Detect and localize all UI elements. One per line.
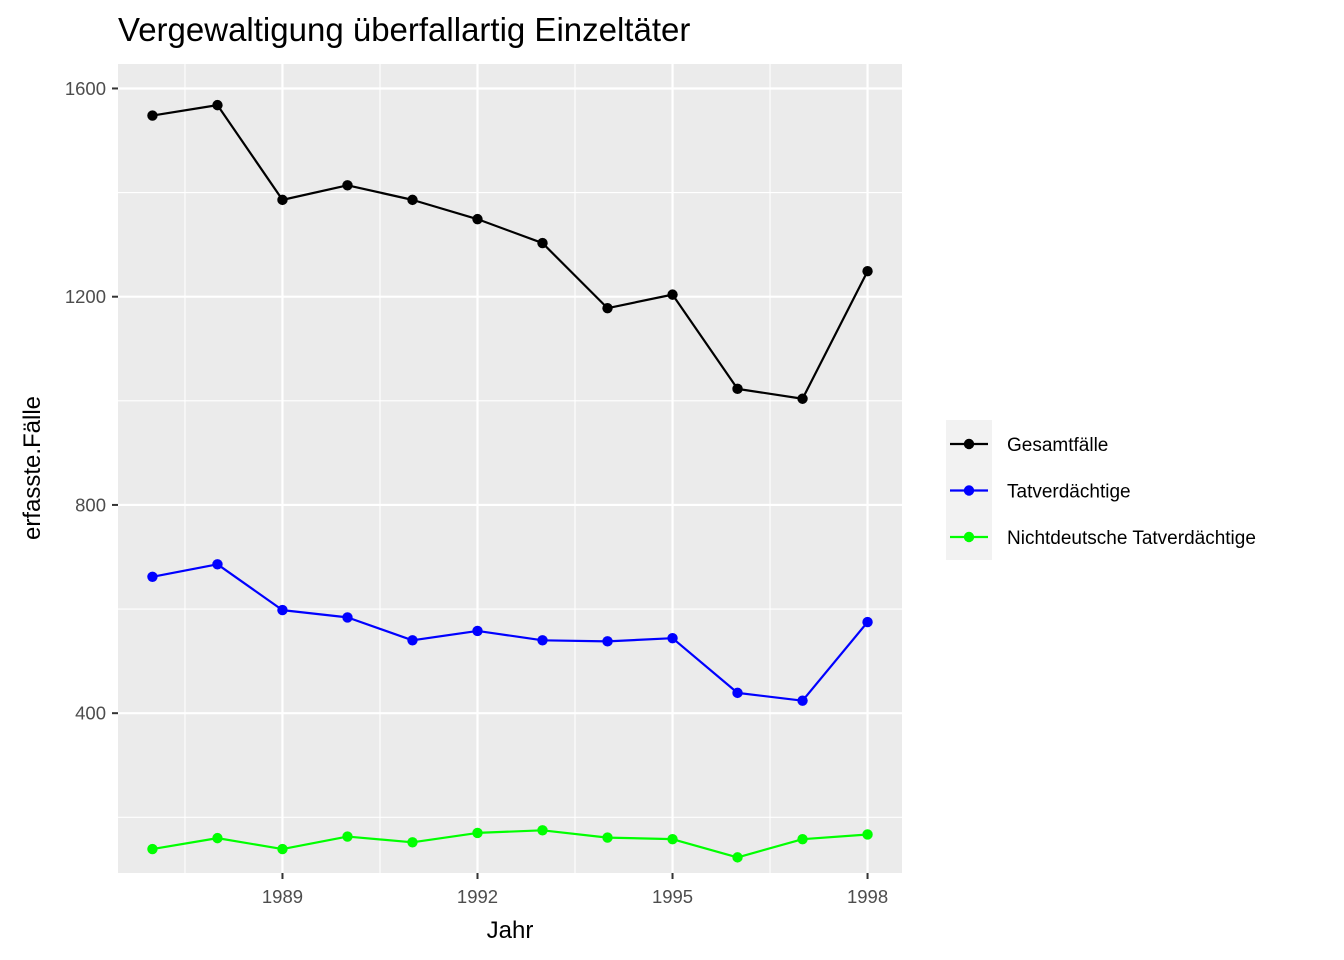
data-point-nichtdeutsche-tatverd-chtige xyxy=(602,832,613,843)
data-point-tatverd-chtige xyxy=(602,636,613,647)
data-point-gesamtf-lle xyxy=(342,180,353,191)
data-point-gesamtf-lle xyxy=(472,213,483,225)
data-point-gesamtf-lle xyxy=(212,99,223,111)
x-axis: 1989 1992 1995 1998 xyxy=(262,873,888,907)
data-point-gesamtf-lle xyxy=(602,302,613,314)
data-point-nichtdeutsche-tatverd-chtige xyxy=(472,827,483,839)
data-point-tatverd-chtige xyxy=(472,625,483,637)
chart-title: Vergewaltigung überfallartig Einzeltäter xyxy=(118,11,690,48)
data-point-gesamtf-lle xyxy=(667,289,678,300)
data-point-nichtdeutsche-tatverd-chtige xyxy=(342,831,353,842)
data-point-tatverd-chtige xyxy=(667,633,678,644)
data-point-tatverd-chtige xyxy=(862,616,873,628)
x-axis-title: Jahr xyxy=(487,917,534,944)
x-tick-label: 1992 xyxy=(457,886,498,907)
series-line-gesamtf-lle xyxy=(152,104,869,400)
legend-label-nichtdeutsche-tatverd-chtige: Nichtdeutsche Tatverdächtige xyxy=(1007,528,1256,549)
y-tick-label: 800 xyxy=(75,494,106,515)
series-line-tatverd-chtige xyxy=(152,563,869,702)
data-point-gesamtf-lle xyxy=(407,194,418,206)
data-point-tatverd-chtige xyxy=(147,571,158,582)
data-point-tatverd-chtige xyxy=(537,635,548,646)
data-point-tatverd-chtige xyxy=(277,604,288,616)
data-point-gesamtf-lle xyxy=(797,393,808,404)
data-point-nichtdeutsche-tatverd-chtige xyxy=(147,843,158,855)
y-tick-label: 1200 xyxy=(65,286,106,307)
plot-panel xyxy=(118,64,902,873)
data-point-nichtdeutsche-tatverd-chtige xyxy=(277,843,288,855)
data-point-nichtdeutsche-tatverd-chtige xyxy=(862,829,873,840)
data-point-nichtdeutsche-tatverd-chtige xyxy=(212,832,223,844)
x-tick-label: 1989 xyxy=(262,886,303,907)
x-tick-label: 1998 xyxy=(847,886,888,907)
series-layer xyxy=(147,99,873,863)
legend-key-point-gesamtf-lle xyxy=(963,438,975,450)
data-point-tatverd-chtige xyxy=(732,687,743,699)
data-point-gesamtf-lle xyxy=(732,383,743,395)
data-point-gesamtf-lle xyxy=(277,194,288,206)
data-point-gesamtf-lle xyxy=(537,237,548,249)
grid-major xyxy=(118,64,902,873)
legend: Gesamtfälle Tatverdächtige Nichtdeutsche T… xyxy=(946,420,1256,560)
legend-key-point-tatverd-chtige xyxy=(963,485,975,496)
y-axis: 400 800 1200 1600 xyxy=(65,78,118,724)
data-point-tatverd-chtige xyxy=(212,559,223,570)
x-tick-label: 1995 xyxy=(652,886,693,907)
data-point-tatverd-chtige xyxy=(342,612,353,623)
data-point-tatverd-chtige xyxy=(407,635,418,646)
data-point-nichtdeutsche-tatverd-chtige xyxy=(407,837,418,848)
data-point-gesamtf-lle xyxy=(862,265,873,277)
grid-minor xyxy=(118,64,902,873)
y-tick-label: 400 xyxy=(75,703,106,724)
series-line-nichtdeutsche-tatverd-chtige xyxy=(152,829,868,859)
data-point-nichtdeutsche-tatverd-chtige xyxy=(667,833,678,845)
legend-label-gesamtf-lle: Gesamtfälle xyxy=(1007,435,1108,456)
data-point-tatverd-chtige xyxy=(797,695,808,706)
legend-key-point-nichtdeutsche-tatverd-chtige xyxy=(963,531,975,543)
data-point-nichtdeutsche-tatverd-chtige xyxy=(732,852,743,863)
legend-label-tatverd-chtige: Tatverdächtige xyxy=(1007,482,1131,503)
y-axis-title: erfasste.Fälle xyxy=(19,396,46,540)
data-point-gesamtf-lle xyxy=(147,110,158,121)
data-point-nichtdeutsche-tatverd-chtige xyxy=(537,825,548,836)
data-point-nichtdeutsche-tatverd-chtige xyxy=(797,833,808,845)
y-tick-label: 1600 xyxy=(65,78,106,99)
